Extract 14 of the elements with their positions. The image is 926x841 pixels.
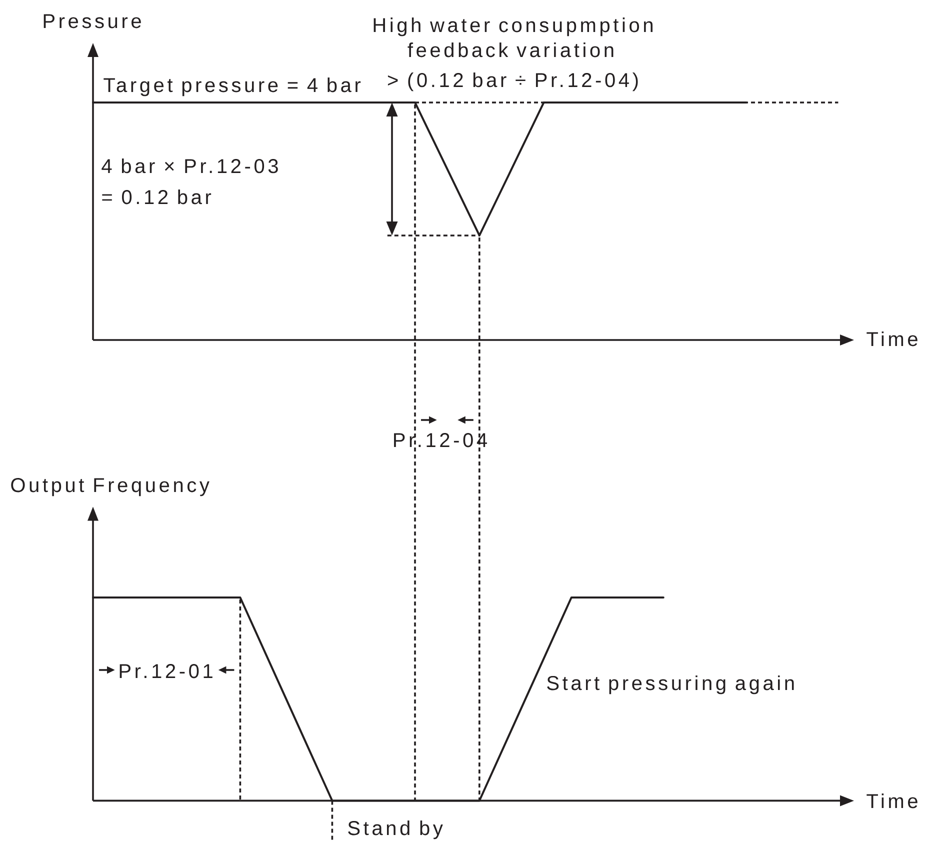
annotation: Start pressuring again (547, 675, 794, 694)
text: Pr.12-04 (394, 433, 487, 448)
y-axis-title: Pressure (44, 14, 141, 28)
text: High water consupmption (374, 18, 652, 36)
annotation: 4 bar × Pr.12-03 (102, 158, 278, 174)
x-axis-title: Time (866, 331, 918, 346)
text: feedback variation (408, 42, 614, 58)
text: Stand by (348, 820, 443, 840)
annotation: Pr.12-01 (120, 664, 212, 678)
y-axis-title: Output Frequency (11, 478, 210, 496)
annotation: = 0.12 bar (102, 190, 212, 204)
x-axis-title: Time (866, 794, 918, 808)
text: > (0.12 bar ÷ Pr.12-04) (388, 72, 638, 92)
text: Target pressure = 4 bar (104, 77, 361, 96)
